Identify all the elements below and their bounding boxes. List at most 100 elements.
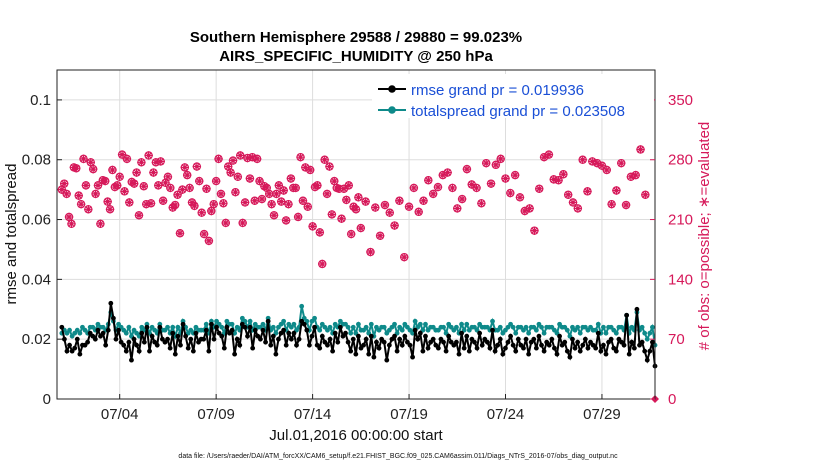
obs-evaluated-marker xyxy=(122,154,132,164)
rmse-point xyxy=(348,348,354,354)
rmse-point xyxy=(185,345,191,351)
rmse-point xyxy=(598,348,604,354)
obs-evaluated-marker xyxy=(240,198,250,207)
rmse-point xyxy=(319,333,325,339)
rmse-point xyxy=(402,333,408,339)
rmse-point xyxy=(301,321,307,327)
obs-evaluated-marker xyxy=(298,196,308,205)
rmse-point xyxy=(183,333,189,339)
rmse-point xyxy=(533,345,539,351)
obs-evaluated-marker xyxy=(286,174,296,183)
obs-evaluated-marker xyxy=(332,183,341,193)
rmse-point xyxy=(580,342,586,348)
obs-evaluated-marker xyxy=(346,229,356,239)
y-right-tick-label: 70 xyxy=(668,331,685,348)
rmse-point xyxy=(343,330,348,336)
rmse-point xyxy=(366,351,372,357)
spread-point xyxy=(247,318,253,324)
y-left-tick-label: 0.08 xyxy=(22,152,51,169)
obs-evaluated-marker xyxy=(132,168,141,177)
obs-evaluated-marker xyxy=(173,190,182,199)
x-tick-label: 07/04 xyxy=(101,406,139,423)
rmse-point xyxy=(624,312,630,318)
obs-evaluated-marker xyxy=(424,176,433,185)
obs-evaluated-marker xyxy=(371,203,380,212)
y-axis-left-label: rmse and totalspread xyxy=(3,164,20,305)
obs-evaluated-marker xyxy=(380,200,390,210)
y-left-tick-label: 0.04 xyxy=(22,271,51,288)
tick-labels: 07/04 07/09 07/14 07/19 07/24 07/29 0 0.02 0.04 0… xyxy=(22,92,693,423)
spread-point xyxy=(459,321,464,327)
rmse-point xyxy=(613,348,619,354)
rmse-point xyxy=(270,333,276,339)
obs-evaluated-marker xyxy=(214,154,223,164)
spread-point xyxy=(510,324,516,330)
obs-evaluated-marker xyxy=(281,216,291,225)
obs-evaluated-marker xyxy=(269,211,279,220)
obs-evaluated-marker xyxy=(554,176,563,185)
obs-evaluated-marker xyxy=(515,193,525,202)
rmse-point xyxy=(116,327,121,333)
obs-evaluated-marker xyxy=(277,197,286,206)
title-line2: AIRS_SPECIFIC_HUMIDITY @ 250 hPa xyxy=(219,48,493,65)
spread-point xyxy=(392,321,397,327)
obs-evaluated-marker xyxy=(626,172,636,182)
obs-evaluated-marker xyxy=(79,154,88,164)
rmse-point xyxy=(582,336,588,342)
obs-evaluated-marker xyxy=(154,181,163,190)
obs-evaluated-marker xyxy=(318,259,327,269)
rmse-point xyxy=(466,348,472,354)
rmse-point xyxy=(92,336,98,342)
rmse-point xyxy=(307,342,312,348)
spread-point xyxy=(642,330,648,336)
obs-evaluated-marker xyxy=(228,156,238,165)
obs-evaluated-marker xyxy=(337,214,346,223)
rmse-point xyxy=(317,345,323,351)
rmse-point xyxy=(593,345,599,351)
obs-evaluated-marker xyxy=(433,182,443,192)
obs-evaluated-marker xyxy=(636,145,645,154)
obs-evaluated-marker xyxy=(101,176,110,186)
spread-point xyxy=(260,321,266,327)
rmse-point xyxy=(394,348,400,354)
rmse-point xyxy=(410,354,415,360)
spread-point xyxy=(165,324,170,330)
rmse-point xyxy=(100,330,106,336)
obs-evaluated-marker xyxy=(315,228,325,237)
rmse-point xyxy=(281,327,287,333)
obs-evaluated-marker xyxy=(67,219,76,229)
obs-evaluated-marker xyxy=(544,150,554,159)
rmse-point xyxy=(415,336,421,342)
obs-evaluated-marker xyxy=(308,222,317,231)
y-axis-right-label: # of obs: o=possible; ∗=evaluated xyxy=(696,122,713,351)
spread-point xyxy=(368,321,374,327)
obs-evaluated-marker xyxy=(491,160,501,170)
rmse-point xyxy=(221,345,227,351)
obs-evaluated-marker xyxy=(211,176,221,186)
obs-evaluated-marker xyxy=(197,208,206,217)
spread-point xyxy=(381,324,387,330)
rmse-point xyxy=(503,345,508,351)
rmse-point xyxy=(577,348,583,354)
rmse-point xyxy=(59,324,65,330)
obs-evaluated-marker xyxy=(602,165,611,175)
obs-evaluated-marker xyxy=(250,196,259,205)
rmse-point xyxy=(647,348,653,354)
obs-evaluated-marker xyxy=(330,176,339,186)
obs-evaluated-marker xyxy=(453,204,462,213)
obs-evaluated-marker xyxy=(354,193,363,202)
rmse-point xyxy=(178,342,183,348)
spread-point xyxy=(454,324,459,330)
spread-point xyxy=(348,330,354,336)
rmse-point xyxy=(103,342,109,348)
obs-evaluated-marker xyxy=(72,164,81,173)
y-right-tick-label: 210 xyxy=(668,212,693,229)
legend-rmse-marker xyxy=(388,85,396,93)
rmse-point xyxy=(353,351,359,357)
obs-evaluated-marker xyxy=(204,236,214,246)
obs-evaluated-marker xyxy=(293,212,303,222)
obs-evaluated-marker xyxy=(530,226,539,235)
obs-evaluated-marker xyxy=(419,196,428,205)
rmse-point xyxy=(190,348,196,354)
obs-evaluated-marker xyxy=(255,176,264,186)
